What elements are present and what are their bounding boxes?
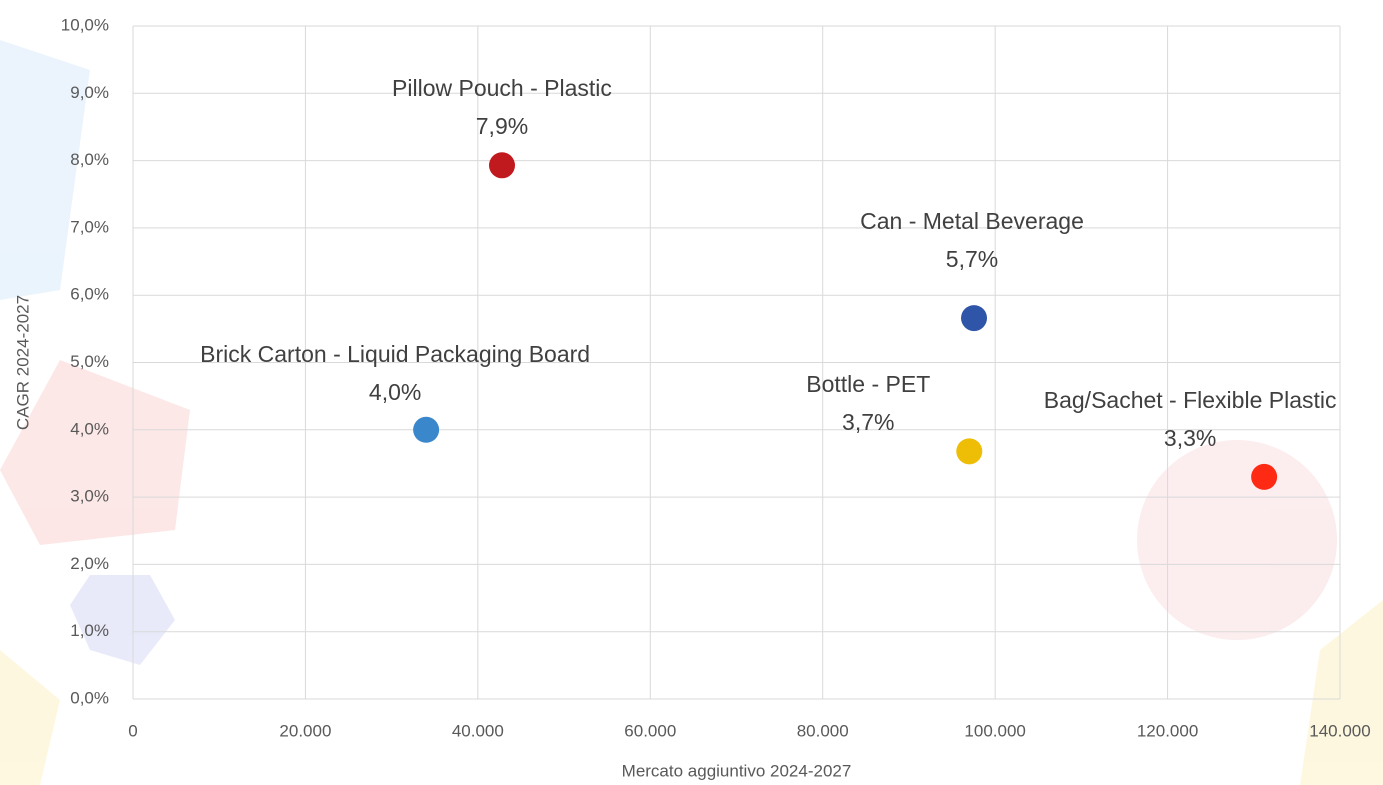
data-point <box>1251 463 1278 490</box>
point-label: Pillow Pouch - Plastic 7,9% <box>302 69 702 145</box>
data-point <box>413 416 440 443</box>
x-axis-title: Mercato aggiuntivo 2024-2027 <box>622 761 852 780</box>
series-name: Brick Carton - Liquid Packaging Board <box>200 340 591 367</box>
y-tick-label: 5,0% <box>70 352 109 371</box>
value-label: 4,0% <box>368 378 422 405</box>
background-decor <box>0 40 1383 785</box>
y-tick-label: 1,0% <box>70 621 109 640</box>
data-point <box>961 305 988 332</box>
series-name: Pillow Pouch - Plastic <box>392 75 612 102</box>
y-tick-label: 10,0% <box>61 15 109 34</box>
x-tick-label: 80.000 <box>797 721 849 740</box>
x-tick-label: 20.000 <box>279 721 331 740</box>
value-label: 7,9% <box>475 113 529 140</box>
x-tick-label: 0 <box>128 721 137 740</box>
value-label: 3,3% <box>1163 424 1217 451</box>
value-label: 3,7% <box>842 409 895 436</box>
x-tick-label: 140.000 <box>1309 721 1370 740</box>
y-tick-label: 0,0% <box>70 688 109 707</box>
x-tick-label: 100.000 <box>964 721 1025 740</box>
y-tick-label: 4,0% <box>70 419 109 438</box>
series-name: Bag/Sachet - Flexible Plastic <box>1043 386 1337 413</box>
point-label: Bag/Sachet - Flexible Plastic 3,3% <box>1040 381 1340 457</box>
y-tick-label: 2,0% <box>70 554 109 573</box>
series-name: Can - Metal Beverage <box>860 208 1084 235</box>
data-point <box>488 152 515 179</box>
x-tick-label: 60.000 <box>624 721 676 740</box>
y-tick-label: 6,0% <box>70 285 109 304</box>
point-label: Bottle - PET 3,7% <box>718 365 1018 441</box>
value-label: 5,7% <box>945 246 999 273</box>
series-name: Bottle - PET <box>806 371 931 398</box>
point-label: Brick Carton - Liquid Packaging Board 4,0… <box>175 335 615 411</box>
y-tick-label: 9,0% <box>70 83 109 102</box>
data-point <box>956 438 983 465</box>
y-tick-label: 8,0% <box>70 150 109 169</box>
y-tick-label: 7,0% <box>70 217 109 236</box>
x-tick-label: 120.000 <box>1137 721 1198 740</box>
y-axis-title: CAGR 2024-2027 <box>13 295 32 430</box>
y-tick-label: 3,0% <box>70 487 109 506</box>
x-tick-label: 40.000 <box>452 721 504 740</box>
point-label: Can - Metal Beverage 5,7% <box>772 202 1172 278</box>
